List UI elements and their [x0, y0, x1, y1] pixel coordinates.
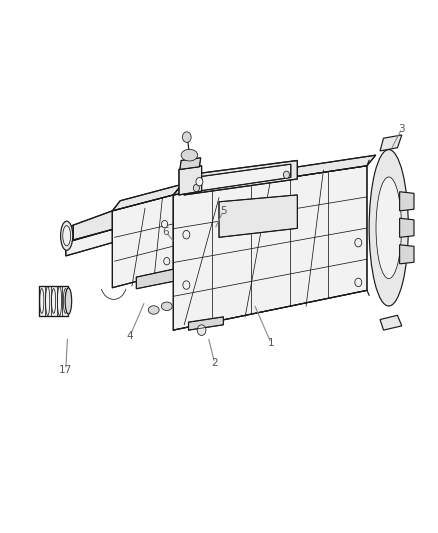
Circle shape	[183, 230, 190, 239]
Text: 17: 17	[59, 365, 72, 375]
Polygon shape	[380, 135, 402, 151]
Polygon shape	[180, 158, 201, 169]
Polygon shape	[179, 166, 201, 195]
Circle shape	[183, 132, 191, 142]
Text: 2: 2	[212, 358, 218, 368]
Ellipse shape	[161, 302, 172, 311]
Text: 3: 3	[399, 124, 405, 134]
Polygon shape	[399, 245, 414, 264]
Text: 6: 6	[162, 227, 169, 237]
Polygon shape	[113, 184, 182, 211]
Polygon shape	[399, 192, 414, 211]
Polygon shape	[219, 195, 297, 237]
Ellipse shape	[369, 150, 408, 306]
Polygon shape	[66, 225, 73, 243]
Polygon shape	[184, 160, 297, 195]
Polygon shape	[39, 286, 68, 316]
Polygon shape	[173, 155, 376, 195]
Polygon shape	[380, 316, 402, 330]
Ellipse shape	[376, 177, 402, 279]
Circle shape	[162, 220, 168, 228]
Text: 4: 4	[127, 332, 133, 342]
Ellipse shape	[181, 149, 198, 161]
Text: 1: 1	[268, 338, 275, 349]
Circle shape	[355, 238, 362, 247]
Circle shape	[355, 278, 362, 287]
Circle shape	[164, 257, 170, 265]
Polygon shape	[399, 218, 414, 237]
Circle shape	[183, 281, 190, 289]
Polygon shape	[66, 229, 113, 256]
Text: 5: 5	[220, 206, 226, 216]
Polygon shape	[188, 317, 223, 330]
Circle shape	[283, 171, 290, 179]
Polygon shape	[191, 164, 291, 192]
Circle shape	[196, 177, 203, 186]
Polygon shape	[173, 166, 367, 330]
Ellipse shape	[65, 288, 72, 314]
Ellipse shape	[148, 306, 159, 314]
Polygon shape	[136, 269, 173, 289]
Polygon shape	[73, 211, 113, 240]
Ellipse shape	[60, 221, 73, 251]
Circle shape	[193, 184, 199, 192]
Ellipse shape	[63, 225, 71, 246]
Circle shape	[197, 325, 206, 335]
Polygon shape	[113, 195, 173, 288]
